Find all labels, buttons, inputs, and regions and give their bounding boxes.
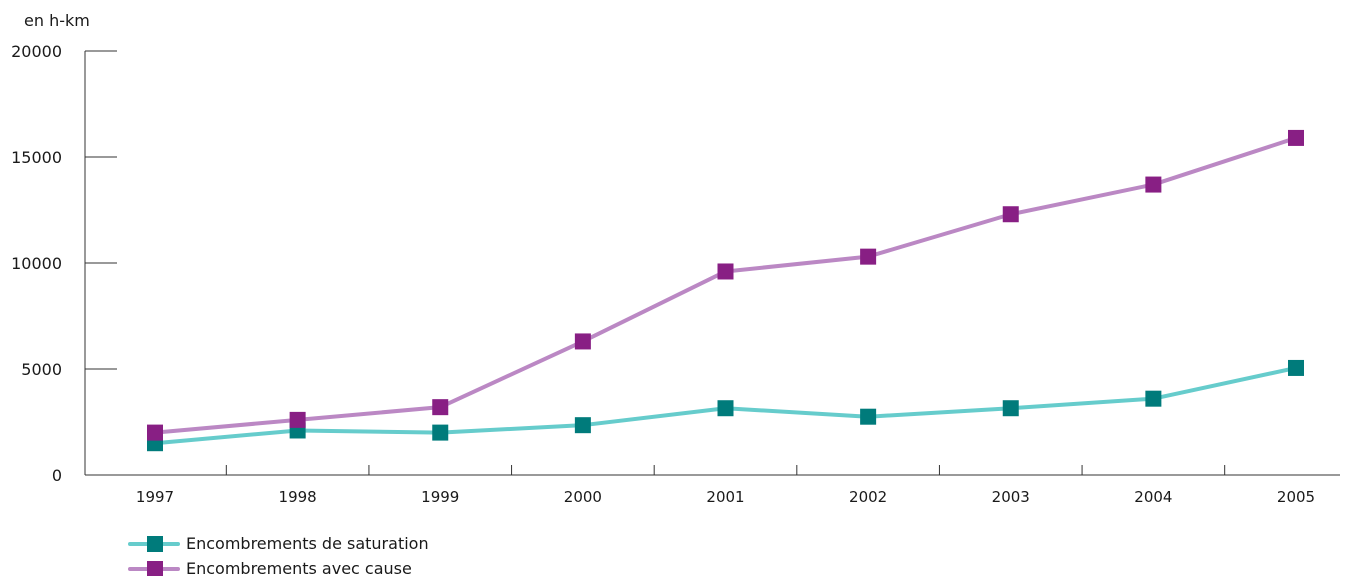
data-point-marker [432, 399, 449, 416]
legend-marker-saturation [147, 536, 163, 552]
y-axis-ticks: 0 5000 10000 15000 20000 [11, 42, 117, 485]
data-point-marker [1002, 206, 1019, 223]
series-layer [147, 129, 1304, 452]
data-point-marker [1145, 390, 1162, 407]
data-point-marker [860, 408, 877, 425]
series-line [153, 135, 1298, 435]
data-point-marker [717, 263, 734, 280]
x-tick-label: 1998 [279, 488, 317, 506]
x-tick-label: 1997 [136, 488, 174, 506]
data-point-marker [1288, 359, 1304, 376]
data-point-marker [432, 424, 449, 441]
legend-marker-cause [147, 561, 163, 576]
data-point-marker [1002, 400, 1019, 417]
x-tick-label: 2004 [1134, 488, 1172, 506]
x-tick-label: 2000 [564, 488, 602, 506]
legend-label-cause: Encombrements avec cause [186, 559, 412, 576]
data-point-marker [1145, 176, 1162, 193]
data-point-marker [574, 417, 591, 434]
y-tick-label: 5000 [21, 360, 62, 379]
x-tick-label: 2005 [1277, 488, 1315, 506]
data-point-marker [147, 424, 163, 441]
series-1 [147, 129, 1304, 441]
data-point-marker [1288, 129, 1304, 146]
y-tick-label: 10000 [11, 254, 62, 273]
x-tick-label: 2001 [706, 488, 744, 506]
data-point-marker [717, 400, 734, 417]
data-point-marker [289, 411, 306, 428]
data-point-marker [574, 333, 591, 350]
x-axis-labels: 1997 1998 1999 2000 2001 2002 2003 2004 2005 [136, 488, 1315, 506]
legend: Encombrements de saturation Encombrement… [128, 534, 429, 576]
y-unit-label: en h-km [24, 11, 90, 30]
series-0 [147, 359, 1304, 452]
x-tick-label: 1999 [421, 488, 459, 506]
y-tick-label: 15000 [11, 148, 62, 167]
x-tick-label: 2002 [849, 488, 887, 506]
legend-item-cause: Encombrements avec cause [128, 559, 412, 576]
data-point-marker [860, 248, 877, 265]
legend-item-saturation: Encombrements de saturation [128, 534, 429, 553]
y-tick-label: 0 [52, 466, 62, 485]
x-axis-ticks [225, 465, 1226, 475]
legend-label-saturation: Encombrements de saturation [186, 534, 429, 553]
x-tick-label: 2003 [992, 488, 1030, 506]
y-tick-label: 20000 [11, 42, 62, 61]
